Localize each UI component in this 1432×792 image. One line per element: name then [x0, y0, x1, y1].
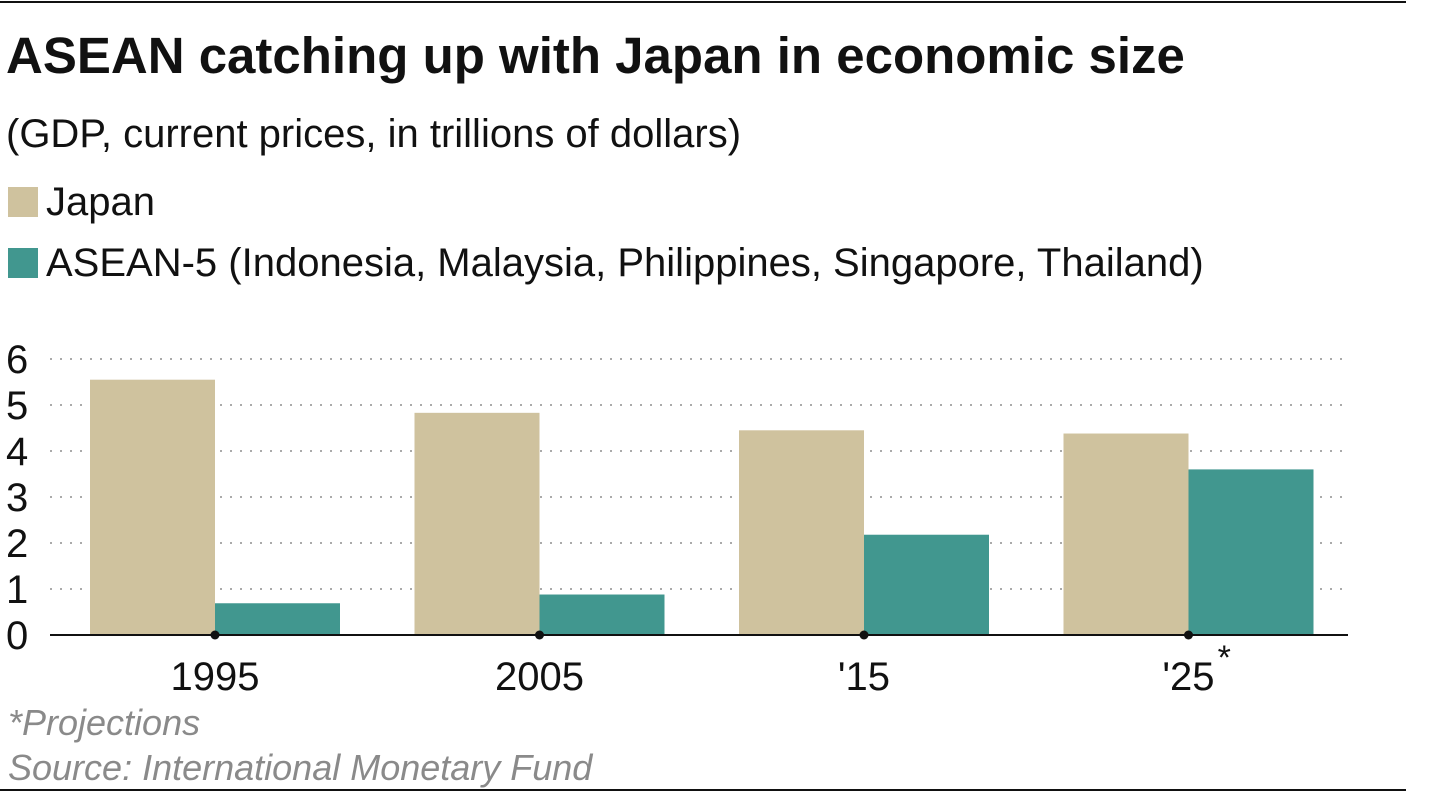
y-tick-label: 3 [6, 476, 28, 520]
y-tick-label: 2 [6, 522, 28, 566]
legend-item-japan: Japan [8, 180, 155, 224]
bar-asean-3 [1188, 469, 1314, 635]
bar-asean-2 [864, 534, 989, 635]
bar-asean-1 [539, 594, 665, 635]
x-tick-label: '25 [1162, 655, 1214, 699]
x-tick-label: 1995 [171, 655, 260, 699]
legend-swatch-japan [8, 187, 38, 217]
y-tick-label: 4 [6, 430, 28, 474]
bar-japan-0 [90, 379, 215, 635]
projection-mark: * [1218, 639, 1231, 677]
bar-japan-3 [1063, 433, 1189, 635]
x-tick-label: '15 [838, 655, 890, 699]
legend-swatch-asean [8, 248, 38, 278]
chart-subtitle: (GDP, current prices, in trillions of do… [6, 112, 742, 156]
bar-japan-1 [414, 412, 540, 635]
source-note: Source: International Monetary Fund [8, 747, 593, 788]
bottom-rule [0, 789, 1406, 791]
legend-label-asean: ASEAN-5 (Indonesia, Malaysia, Philippine… [46, 240, 1204, 285]
legend-label-japan: Japan [46, 179, 155, 224]
y-tick-label: 1 [6, 568, 28, 612]
legend-item-asean: ASEAN-5 (Indonesia, Malaysia, Philippine… [8, 241, 1204, 285]
bar-japan-2 [739, 430, 864, 635]
top-rule [0, 1, 1406, 3]
y-tick-label: 6 [6, 338, 28, 382]
footnote-projections: *Projections [8, 702, 201, 743]
bar-asean-0 [215, 603, 340, 635]
chart-title: ASEAN catching up with Japan in economic… [6, 27, 1185, 84]
y-tick-label: 5 [6, 384, 28, 428]
y-tick-label: 0 [6, 614, 28, 658]
x-tick-label: 2005 [495, 655, 584, 699]
